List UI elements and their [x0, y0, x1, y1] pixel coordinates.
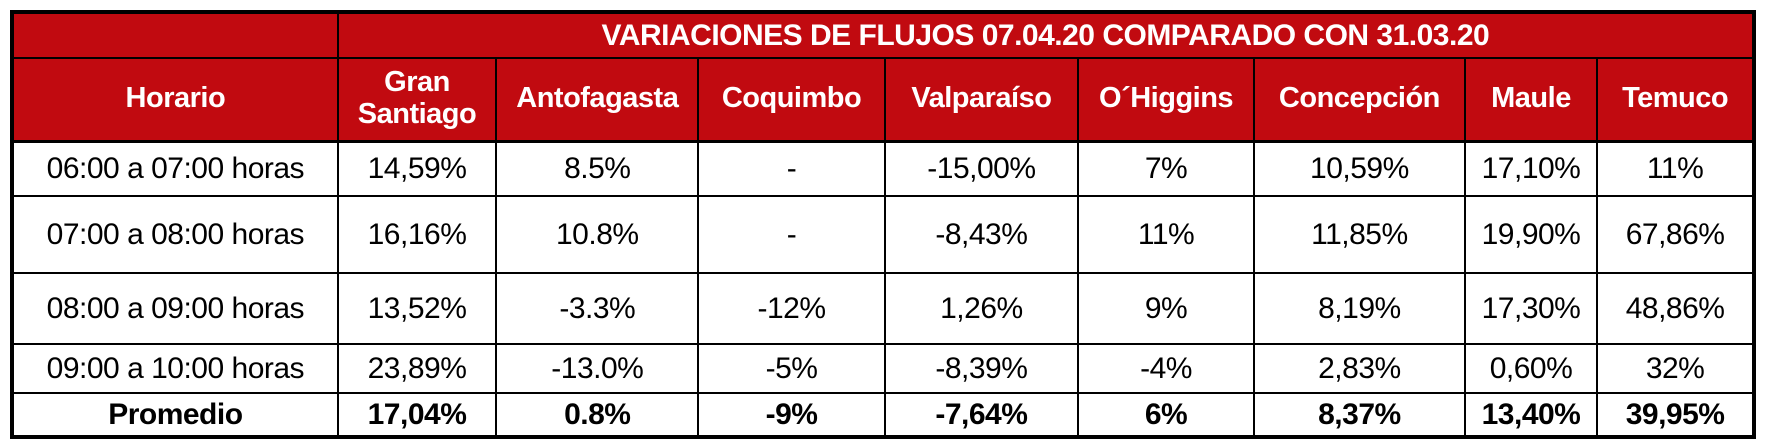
data-cell: -: [697, 195, 886, 274]
data-cell: 19,90%: [1463, 195, 1599, 274]
data-cell: 23,89%: [336, 343, 498, 394]
data-cell: 7%: [1077, 140, 1256, 197]
table-row: 07:00 a 08:00 horas 16,16% 10.8% - -8,43% 11%…: [11, 195, 1755, 274]
data-cell: -9%: [697, 392, 886, 438]
data-cell: 32%: [1596, 343, 1755, 394]
data-cell: 17,04%: [336, 392, 498, 438]
data-cell: 48,86%: [1596, 272, 1755, 345]
data-cell: 13,40%: [1463, 392, 1599, 438]
row-label: 08:00 a 09:00 horas: [11, 272, 339, 345]
data-cell: 11,85%: [1253, 195, 1466, 274]
data-cell: 13,52%: [336, 272, 498, 345]
title-row: VARIACIONES DE FLUJOS 07.04.20 COMPARADO…: [11, 11, 1756, 59]
table-title: VARIACIONES DE FLUJOS 07.04.20 COMPARADO…: [336, 11, 1756, 59]
data-cell: 8.5%: [495, 140, 700, 197]
data-cell: 11%: [1077, 195, 1256, 274]
row-label: 07:00 a 08:00 horas: [11, 195, 339, 274]
table-row: 08:00 a 09:00 horas 13,52% -3.3% -12% 1,26% 9…: [11, 272, 1755, 345]
column-header-concepcion: Concepción: [1253, 57, 1466, 143]
header-row: Horario Gran Santiago Antofagasta Coquim…: [11, 57, 1755, 143]
data-cell: -7,64%: [883, 392, 1080, 438]
table-row: 06:00 a 07:00 horas 14,59% 8.5% - -15,00% 7% 1…: [11, 140, 1755, 197]
row-label: Promedio: [11, 392, 339, 438]
table-body: 06:00 a 07:00 horas 14,59% 8.5% - -15,00% 7% 1…: [11, 140, 1755, 438]
data-cell: -: [697, 140, 886, 197]
summary-row: Promedio 17,04% 0.8% -9% -7,64% 6% 8,37% 13,40%…: [11, 392, 1755, 438]
data-cell: -3.3%: [495, 272, 700, 345]
column-header-antofagasta: Antofagasta: [495, 57, 700, 143]
data-cell: -5%: [697, 343, 886, 394]
data-cell: -13.0%: [495, 343, 700, 394]
corner-cell: [11, 11, 339, 59]
data-cell: 39,95%: [1596, 392, 1755, 438]
data-cell: 8,19%: [1253, 272, 1466, 345]
column-header-ohiggins: O´Higgins: [1077, 57, 1256, 143]
data-cell: 10,59%: [1253, 140, 1466, 197]
data-cell: 0.8%: [495, 392, 700, 438]
data-cell: 14,59%: [336, 140, 498, 197]
data-cell: 16,16%: [336, 195, 498, 274]
data-cell: 8,37%: [1253, 392, 1466, 438]
data-cell: 0,60%: [1463, 343, 1599, 394]
data-cell: 6%: [1077, 392, 1256, 438]
table-head: VARIACIONES DE FLUJOS 07.04.20 COMPARADO…: [11, 11, 1756, 143]
data-cell: 11%: [1596, 140, 1755, 197]
column-header-horario: Horario: [11, 57, 339, 143]
data-cell: -8,39%: [883, 343, 1080, 394]
data-cell: 1,26%: [883, 272, 1080, 345]
data-cell: 67,86%: [1596, 195, 1755, 274]
row-label: 06:00 a 07:00 horas: [11, 140, 339, 197]
column-header-coquimbo: Coquimbo: [697, 57, 886, 143]
data-cell: -8,43%: [883, 195, 1080, 274]
data-cell: -4%: [1077, 343, 1256, 394]
column-header-gran-santiago: Gran Santiago: [336, 57, 498, 143]
data-cell: 10.8%: [495, 195, 700, 274]
column-header-temuco: Temuco: [1596, 57, 1755, 143]
data-cell: 17,30%: [1463, 272, 1599, 345]
row-label: 09:00 a 10:00 horas: [11, 343, 339, 394]
column-header-valparaiso: Valparaíso: [883, 57, 1080, 143]
data-cell: -15,00%: [883, 140, 1080, 197]
table-row: 09:00 a 10:00 horas 23,89% -13.0% -5% -8,39%…: [11, 343, 1755, 394]
data-cell: 9%: [1077, 272, 1256, 345]
data-cell: 17,10%: [1463, 140, 1599, 197]
column-header-maule: Maule: [1463, 57, 1599, 143]
data-cell: -12%: [697, 272, 886, 345]
data-cell: 2,83%: [1253, 343, 1466, 394]
flows-variation-table: VARIACIONES DE FLUJOS 07.04.20 COMPARADO…: [10, 10, 1756, 439]
